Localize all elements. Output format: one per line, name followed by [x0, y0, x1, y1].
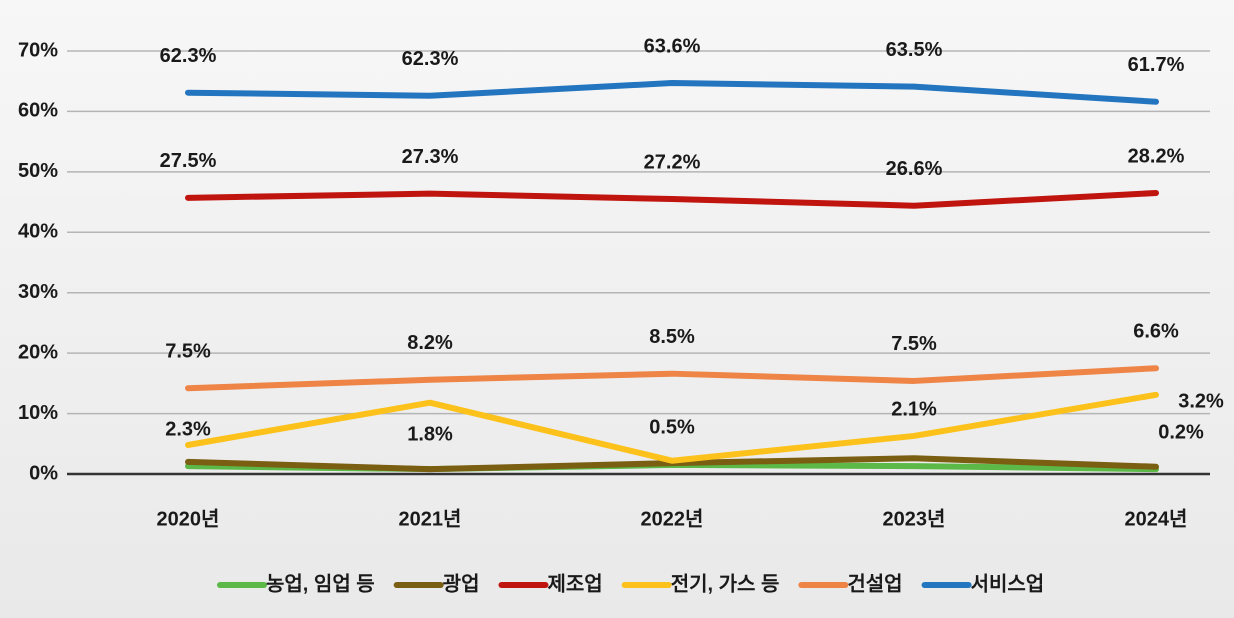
series-line: [185, 365, 1159, 392]
legend: 농업, 임업 등 광업 제조업 전기, 가스 등 건설업 서비스업: [217, 572, 1045, 595]
series-line: [185, 80, 1159, 105]
data-label: 27.2%: [644, 151, 701, 173]
data-label: 62.3%: [402, 48, 459, 70]
data-label: 7.5%: [891, 333, 937, 355]
y-tick-label: 60%: [18, 100, 58, 122]
series-line: [185, 391, 1159, 464]
y-tick-label: 0%: [29, 462, 58, 484]
legend-label: 농업, 임업 등: [266, 572, 375, 595]
series-line: [185, 190, 1159, 209]
legend-label: 서비스업: [971, 572, 1045, 595]
y-tick-label: 40%: [18, 221, 58, 243]
x-tick-label: 2020년: [157, 507, 220, 530]
legend-label: 전기, 가스 등: [671, 572, 780, 595]
y-tick-label: 70%: [18, 39, 58, 61]
legend-label: 제조업: [547, 572, 602, 595]
data-label: 1.8%: [407, 423, 453, 445]
legend-label: 광업: [443, 572, 480, 595]
y-tick-label: 10%: [18, 402, 58, 424]
legend-label: 건설업: [847, 572, 902, 595]
x-tick-label: 2021년: [399, 507, 462, 530]
data-label: 27.5%: [160, 150, 217, 172]
data-label: 63.6%: [644, 35, 701, 57]
data-label: 7.5%: [165, 340, 211, 362]
x-tick-label: 2023년: [883, 507, 946, 530]
data-label: 3.2%: [1178, 390, 1224, 412]
data-label: 63.5%: [886, 39, 943, 61]
data-label: 8.2%: [407, 332, 453, 354]
data-label: 0.5%: [649, 416, 695, 438]
data-label: 8.5%: [649, 326, 695, 348]
data-label: 26.6%: [886, 158, 943, 180]
data-label: 2.1%: [891, 398, 937, 420]
data-label: 62.3%: [160, 45, 217, 67]
data-label: 6.6%: [1133, 321, 1179, 343]
data-label: 28.2%: [1128, 145, 1185, 167]
x-tick-label: 2024년: [1125, 507, 1188, 530]
y-tick-label: 50%: [18, 160, 58, 182]
data-label: 61.7%: [1128, 54, 1185, 76]
data-label: 2.3%: [165, 418, 211, 440]
data-label: 0.2%: [1158, 421, 1204, 443]
y-tick-label: 30%: [18, 281, 58, 303]
x-tick-label: 2022년: [641, 507, 704, 530]
data-label: 27.3%: [402, 146, 459, 168]
y-tick-label: 20%: [18, 341, 58, 363]
